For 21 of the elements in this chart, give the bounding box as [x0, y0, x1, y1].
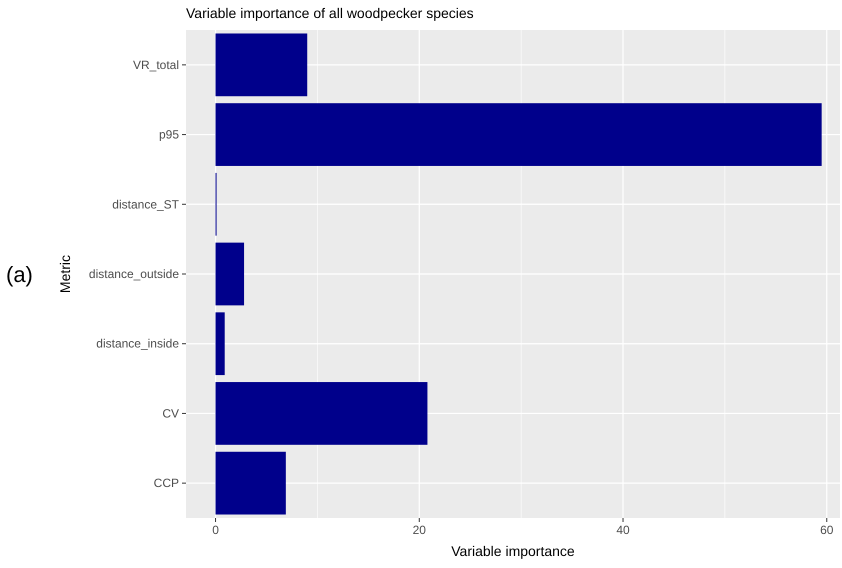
y-tick-label: distance_inside [96, 336, 180, 351]
y-tick-label: VR_total [132, 58, 179, 72]
y-tick-label: p95 [158, 128, 180, 142]
y-tick-label: CCP [154, 476, 179, 490]
bar [216, 452, 286, 515]
bar [216, 103, 822, 166]
bar [216, 242, 244, 306]
x-tick-label: 60 [820, 523, 834, 537]
y-tick-label: distance_ST [112, 197, 180, 212]
bar [216, 312, 225, 376]
x-axis-title: Variable importance [451, 543, 575, 559]
x-tick-label: 40 [616, 523, 630, 537]
bar [216, 33, 308, 96]
text: (a) [6, 262, 33, 287]
y-axis-title: Metric [57, 254, 73, 294]
x-tick-label: 20 [412, 523, 426, 537]
y-tick-label: CV [162, 406, 179, 420]
y-tick-label: distance_outside [88, 267, 180, 281]
chart-title: Variable importance of all woodpecker species [186, 5, 474, 21]
x-tick-label: 0 [212, 523, 220, 537]
bar [216, 382, 428, 445]
